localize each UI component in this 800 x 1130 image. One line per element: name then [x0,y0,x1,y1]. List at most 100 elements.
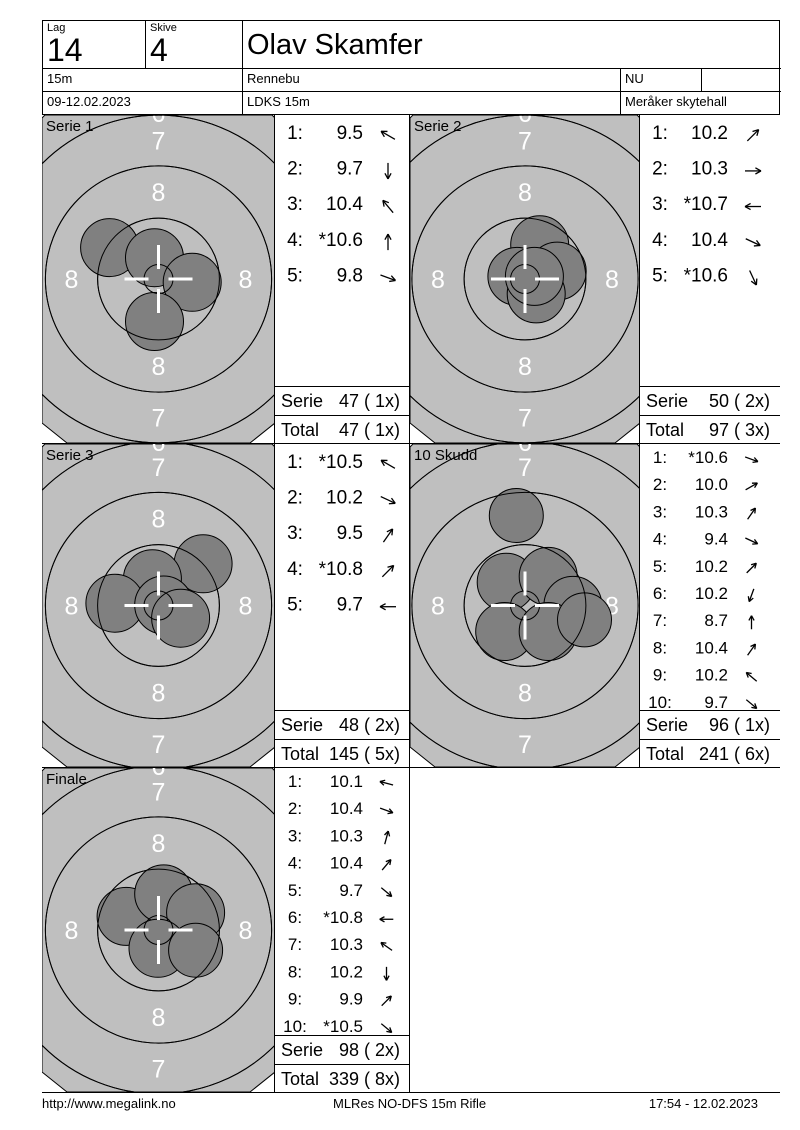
svg-text:8: 8 [152,680,166,708]
svg-text:3:: 3: [288,826,302,845]
svg-text:8: 8 [152,506,166,534]
svg-text:10.3: 10.3 [330,935,363,954]
svg-text:2:: 2: [287,159,303,180]
svg-text:8: 8 [65,593,79,621]
svg-text:*10.6: *10.6 [688,448,728,467]
svg-text:10.2: 10.2 [695,666,728,685]
svg-text:8:: 8: [653,638,667,657]
svg-text:*10.6: *10.6 [684,265,728,286]
svg-text:1:: 1: [653,448,667,467]
svg-text:3:: 3: [652,194,668,215]
svg-text:6:: 6: [288,908,302,927]
svg-text:9:: 9: [653,666,667,685]
svg-text:3:: 3: [653,502,667,521]
svg-text:Serie 2: Serie 2 [414,118,462,135]
svg-text:7: 7 [518,404,532,432]
svg-text:8: 8 [65,266,79,294]
svg-text:9.7: 9.7 [339,881,363,900]
svg-text:Serie 1: Serie 1 [46,118,94,135]
svg-text:5:: 5: [652,265,668,286]
svg-text:4:: 4: [653,530,667,549]
svg-text:10.4: 10.4 [330,854,363,873]
svg-text:2:: 2: [652,159,668,180]
svg-text:3:: 3: [287,194,303,215]
svg-text:9.5: 9.5 [337,523,363,544]
svg-text:2:: 2: [653,475,667,494]
svg-text:6: 6 [152,115,166,128]
svg-text:9.7: 9.7 [704,693,728,710]
svg-text:8: 8 [518,353,532,381]
svg-text:Finale: Finale [46,771,87,788]
svg-text:9:: 9: [288,990,302,1009]
svg-text:9.4: 9.4 [704,530,728,549]
svg-text:7: 7 [152,404,166,432]
svg-text:8: 8 [152,830,166,858]
svg-text:4:: 4: [287,230,303,251]
svg-text:10.3: 10.3 [695,502,728,521]
svg-text:10.4: 10.4 [326,194,363,215]
svg-text:10.2: 10.2 [695,557,728,576]
svg-text:8:: 8: [288,962,302,981]
svg-text:7: 7 [152,779,166,807]
svg-text:4:: 4: [288,854,302,873]
svg-text:1:: 1: [288,772,302,791]
svg-text:9.7: 9.7 [337,594,363,615]
svg-text:*10.6: *10.6 [319,230,363,251]
svg-text:10.4: 10.4 [330,799,363,818]
svg-text:6: 6 [518,115,532,128]
svg-text:6:: 6: [653,584,667,603]
svg-text:10.4: 10.4 [691,230,728,251]
svg-text:1:: 1: [652,123,668,144]
svg-text:10 Skudd: 10 Skudd [414,447,477,464]
svg-text:8: 8 [518,680,532,708]
svg-text:10:: 10: [283,1017,307,1035]
svg-text:7:: 7: [288,935,302,954]
svg-text:Serie 3: Serie 3 [46,447,94,464]
svg-text:7: 7 [152,128,166,156]
svg-text:8: 8 [605,266,619,294]
svg-text:7: 7 [518,128,532,156]
svg-text:8: 8 [152,1004,166,1032]
svg-text:6: 6 [152,768,166,781]
svg-text:10.3: 10.3 [330,826,363,845]
svg-text:9.8: 9.8 [337,265,363,286]
svg-text:5:: 5: [287,265,303,286]
svg-text:5:: 5: [287,594,303,615]
svg-text:*10.8: *10.8 [319,559,363,580]
svg-text:7: 7 [518,731,532,759]
svg-text:9.9: 9.9 [339,990,363,1009]
svg-text:9.7: 9.7 [337,159,363,180]
svg-text:10.2: 10.2 [326,488,363,509]
svg-text:5:: 5: [288,881,302,900]
svg-text:8: 8 [431,266,445,294]
svg-text:8: 8 [239,593,253,621]
svg-text:10.0: 10.0 [695,475,728,494]
svg-text:8.7: 8.7 [704,611,728,630]
svg-text:8: 8 [152,179,166,207]
svg-text:1:: 1: [287,452,303,473]
svg-text:*10.5: *10.5 [319,452,363,473]
svg-text:8: 8 [65,917,79,945]
svg-text:7: 7 [152,454,166,482]
svg-text:4:: 4: [652,230,668,251]
svg-text:*10.7: *10.7 [684,194,728,215]
svg-text:6: 6 [518,444,532,457]
svg-text:4:: 4: [287,559,303,580]
svg-text:7:: 7: [653,611,667,630]
svg-text:*10.5: *10.5 [323,1017,363,1035]
svg-text:10.3: 10.3 [691,159,728,180]
svg-text:8: 8 [239,266,253,294]
svg-text:7: 7 [518,454,532,482]
svg-text:8: 8 [152,353,166,381]
svg-text:10.2: 10.2 [691,123,728,144]
svg-text:10.2: 10.2 [695,584,728,603]
svg-text:2:: 2: [288,799,302,818]
svg-text:8: 8 [431,593,445,621]
svg-text:7: 7 [152,731,166,759]
svg-text:10.2: 10.2 [330,962,363,981]
svg-text:7: 7 [152,1055,166,1083]
svg-text:1:: 1: [287,123,303,144]
svg-text:5:: 5: [653,557,667,576]
svg-text:10:: 10: [648,693,672,710]
svg-text:9.5: 9.5 [337,123,363,144]
